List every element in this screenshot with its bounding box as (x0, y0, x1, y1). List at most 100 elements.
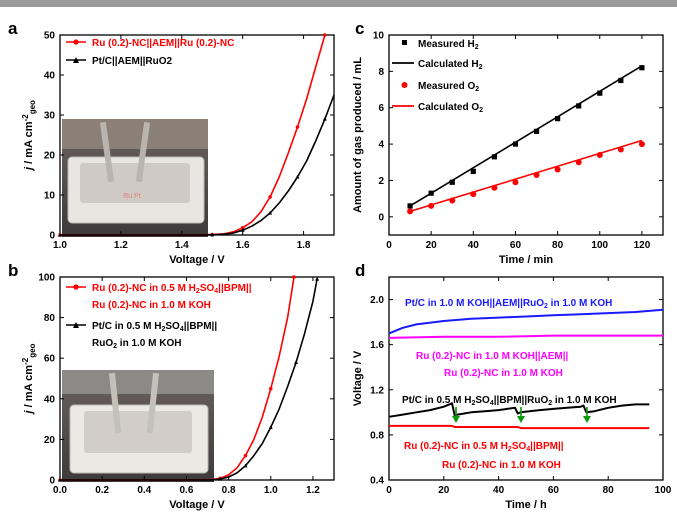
y-tick-label: 2.0 (370, 295, 384, 306)
x-tick-label: 0 (386, 240, 392, 251)
x-tick-label: 100 (591, 240, 608, 251)
x-tick-label: 60 (510, 240, 522, 251)
data-point (449, 179, 455, 185)
data-point (512, 179, 519, 186)
green-arrow-icon (517, 407, 525, 423)
y-tick-label: 80 (44, 313, 56, 324)
data-point (618, 77, 624, 84)
data-point (210, 232, 215, 237)
data-point (295, 174, 300, 179)
series-line (388, 334, 663, 339)
annotation-label: Ru (0.2)-NC in 0.5 M H2SO4||BPM|| (404, 441, 564, 453)
x-tick-label: 60 (548, 485, 560, 496)
data-point (322, 116, 327, 121)
data-point (555, 116, 561, 122)
annotation-label: Ru (0.2)-NC in 1.0 M KOH||AEM|| (416, 351, 569, 362)
data-point (295, 125, 300, 129)
data-point (323, 33, 327, 37)
data-point (554, 166, 561, 173)
x-tick-label: 0.4 (137, 485, 151, 496)
panel-label-a: a (8, 19, 18, 38)
y-tick-label: 1.6 (370, 340, 384, 351)
annotation-label: Pt/C in 0.5 M H2SO4||BPM||RuO2 in 1.0 M … (402, 395, 617, 407)
legend-marker (73, 57, 79, 63)
top-rule (0, 0, 677, 7)
legend-label: Pt/C||AEM||RuO2 (92, 56, 173, 67)
plot-frame (388, 34, 664, 236)
y-tick-label: 0.8 (370, 430, 384, 441)
x-axis-label: Time / h (505, 499, 547, 511)
y-tick-label: 10 (44, 191, 56, 202)
legend-b: Ru (0.2)-NC in 0.5 M H2SO4||BPM|| Ru (0.… (66, 283, 252, 350)
x-tick-label: 80 (552, 240, 564, 251)
annotation-label: Ru (0.2)-NC in 1.0 M KOH (444, 368, 563, 379)
x-tick-label: 120 (634, 240, 651, 251)
y-axis-label: Amount of gas produced / mL (352, 57, 364, 213)
y-axis-label: Voltage / V (352, 350, 364, 406)
y-tick-label: 10 (373, 31, 385, 42)
y-tick-label: 100 (38, 273, 55, 284)
data-point (638, 141, 645, 148)
y-tick-label: 20 (44, 151, 56, 162)
legend-label: Ru (0.2)-NC in 0.5 M H2SO4||BPM|| (92, 283, 252, 295)
data-point (268, 195, 272, 199)
legend-marker (401, 82, 408, 88)
legend-label: Calculated O2 (418, 102, 483, 114)
x-tick-label: 40 (493, 485, 505, 496)
data-point (292, 275, 296, 279)
legend-marker (73, 284, 79, 290)
legend-marker (402, 40, 407, 45)
event-arrows-d (452, 407, 591, 423)
y-tick-label: 40 (44, 394, 56, 405)
x-tick-label: 1.2 (306, 485, 320, 496)
green-arrow-icon (583, 407, 591, 423)
series-line (60, 94, 335, 236)
annotation-label: Pt/C in 1.0 M KOH||AEM||RuO2 in 1.0 M KO… (405, 298, 612, 310)
data-point (268, 386, 273, 391)
legend-label: RuO2 in 1.0 M KOH (92, 338, 181, 350)
data-point (533, 128, 540, 134)
x-tick-label: 0.2 (95, 485, 109, 496)
x-tick-label: 1.0 (53, 240, 67, 251)
data-point (240, 226, 245, 230)
x-axis-label: Voltage / V (169, 499, 225, 511)
y-tick-label: 0 (378, 212, 384, 223)
y-tick-label: 8 (378, 67, 384, 78)
legend-a: Ru (0.2)-NC||AEM||Ru (0.2)-NC Pt/C||AEM|… (66, 38, 234, 67)
y-tick-label: 0 (49, 476, 55, 487)
data-point (58, 232, 62, 237)
legend-label: Calculated H2 (418, 59, 483, 71)
series-line (388, 402, 650, 418)
y-tick-label: 20 (44, 435, 56, 446)
y-tick-label: 30 (44, 111, 56, 122)
x-tick-label: 20 (438, 485, 450, 496)
data-point (315, 276, 320, 281)
data-point (407, 208, 414, 215)
x-tick-label: 1.0 (264, 485, 278, 496)
plot-frame (388, 276, 664, 481)
chart-c: 0 20 40 60 80 100 120 0 2 4 6 8 10 Time / min Amount o… (352, 31, 664, 266)
x-tick-label: 1.2 (114, 240, 128, 251)
legend-marker (73, 322, 79, 328)
green-arrow-icon (452, 407, 460, 423)
series-line (389, 424, 650, 430)
panel-label-d: d (355, 261, 365, 280)
data-point (639, 65, 645, 71)
y-axis-label: j / mA cm-2geo (21, 343, 37, 415)
y-tick-label: 50 (44, 31, 56, 42)
x-tick-label: 80 (603, 485, 615, 496)
x-tick-label: 100 (655, 485, 672, 496)
x-tick-label: 0.8 (222, 485, 236, 496)
x-tick-label: 20 (426, 240, 438, 251)
y-tick-label: 6 (378, 103, 384, 114)
annotations-d: Pt/C in 1.0 M KOH||AEM||RuO2 in 1.0 M KO… (402, 298, 617, 471)
data-point (243, 463, 248, 468)
y-tick-label: 0.4 (370, 476, 384, 487)
panel-label-c: c (355, 19, 364, 38)
x-axis-label: Voltage / V (169, 254, 225, 266)
series-line (60, 278, 318, 481)
data-point (294, 360, 299, 364)
data-point (576, 103, 582, 109)
data-point (240, 228, 245, 232)
x-tick-label: 0.0 (53, 485, 67, 496)
